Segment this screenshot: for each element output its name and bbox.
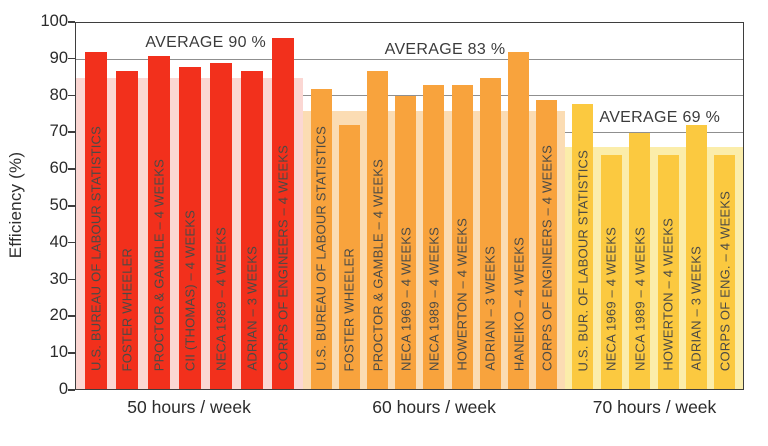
bar-label: U.S. BUREAU OF LABOUR STATISTICS — [88, 125, 104, 371]
bar-group: U.S. BUREAU OF LABOUR STATISTICS FOSTER W… — [76, 23, 304, 389]
y-tick-mark — [68, 168, 75, 170]
bar-label: NECA 1969 – 4 WEEKS — [603, 227, 619, 371]
y-tick-label: 20 — [49, 306, 68, 325]
y-tick-mark — [68, 205, 75, 207]
y-tick-mark — [68, 315, 75, 317]
bar: U.S. BUR. OF LABOUR STATISTICS — [572, 103, 594, 389]
bar-label: U.S. BUR. OF LABOUR STATISTICS — [575, 149, 591, 372]
y-tick-label: 80 — [49, 85, 68, 104]
bar-label: NECA 1969 – 4 WEEKS — [398, 227, 414, 371]
y-tick-mark — [68, 278, 75, 281]
average-annotation: AVERAGE 83 % — [384, 41, 506, 58]
bar-label: CORPS OF ENGINEERS – 4 WEEKS — [539, 145, 555, 371]
y-tick-label: 10 — [49, 343, 68, 362]
y-tick-mark — [68, 241, 75, 244]
bar-label: HOWERTON – 4 WEEKS — [454, 218, 470, 371]
bar: U.S. BUREAU OF LABOUR STATISTICS — [310, 88, 332, 389]
bar-label: U.S. BUREAU OF LABOUR STATISTICS — [313, 125, 329, 371]
group-axis-label: 50 hours / week — [127, 397, 251, 417]
y-tick-label: 100 — [40, 12, 68, 30]
bars-row: U.S. BUR. OF LABOUR STATISTICS NECA 1969 … — [565, 23, 743, 389]
bar: CII (THOMAS) – 4 WEEKS — [178, 66, 201, 389]
bar: NECA 1989 – 4 WEEKS — [209, 63, 232, 389]
bars-row: U.S. BUREAU OF LABOUR STATISTICS FOSTER W… — [76, 23, 303, 389]
bar: NECA 1969 – 4 WEEKS — [600, 154, 622, 389]
bar-label: HANEIKO – 4 WEEKS — [511, 236, 527, 371]
y-tick-label: 0 — [58, 380, 68, 398]
bar: CORPS OF ENGINEERS – 4 WEEKS — [272, 37, 295, 389]
y-tick-label: 30 — [49, 269, 68, 288]
bars-row: U.S. BUREAU OF LABOUR STATISTICS FOSTER W… — [303, 23, 564, 389]
bar: CORPS OF ENGINEERS – 4 WEEKS — [536, 99, 558, 389]
bar-label: NECA 1989 – 4 WEEKS — [632, 227, 648, 371]
bar: FOSTER WHEELER — [116, 70, 139, 389]
bar: NECA 1969 – 4 WEEKS — [395, 96, 417, 389]
bar-label: FOSTER WHEELER — [119, 247, 135, 371]
bar: ADRIAN – 3 WEEKS — [479, 77, 501, 389]
y-tick-mark — [68, 57, 75, 60]
bar: CORPS OF ENG. – 4 WEEKS — [714, 154, 736, 389]
bar-label: NECA 1989 – 4 WEEKS — [213, 227, 229, 371]
average-annotation: AVERAGE 69 % — [599, 109, 721, 126]
gridline — [76, 58, 743, 60]
average-annotation: AVERAGE 90 % — [145, 34, 267, 51]
y-tick-label: 40 — [49, 232, 68, 251]
bar-group: U.S. BUREAU OF LABOUR STATISTICS FOSTER W… — [303, 23, 565, 389]
y-tick-mark — [68, 21, 75, 23]
bar: U.S. BUREAU OF LABOUR STATISTICS — [85, 52, 108, 389]
bar-label: ADRIAN – 3 WEEKS — [482, 246, 498, 371]
bar-label: NECA 1989 – 4 WEEKS — [426, 227, 442, 371]
y-tick-label: 90 — [49, 48, 68, 67]
bar-group: U.S. BUR. OF LABOUR STATISTICS NECA 1969 … — [564, 23, 743, 389]
gridline — [76, 95, 743, 97]
bar: HOWERTON – 4 WEEKS — [451, 85, 473, 389]
bar: HOWERTON – 4 WEEKS — [657, 154, 679, 389]
bar: NECA 1989 – 4 WEEKS — [629, 132, 651, 389]
y-tick-mark — [68, 352, 75, 354]
bar-label: CII (THOMAS) – 4 WEEKS — [182, 209, 198, 371]
bar: NECA 1989 – 4 WEEKS — [423, 85, 445, 389]
bar: PROCTOR & GAMBLE – 4 WEEKS — [367, 70, 389, 389]
bar: ADRIAN – 3 WEEKS — [241, 70, 264, 389]
bar-label: ADRIAN – 3 WEEKS — [244, 246, 260, 371]
bar-label: CORPS OF ENG. – 4 WEEKS — [717, 190, 733, 371]
y-tick-mark — [68, 94, 75, 97]
bar-label: CORPS OF ENGINEERS – 4 WEEKS — [275, 145, 291, 371]
y-tick-label: 50 — [49, 196, 68, 214]
y-tick-label: 70 — [49, 122, 68, 141]
group-axis-label: 70 hours / week — [592, 397, 717, 417]
y-tick-mark — [68, 131, 75, 133]
y-axis-title: Efficiency (%) — [6, 151, 25, 259]
plot-area: U.S. BUREAU OF LABOUR STATISTICS FOSTER W… — [75, 22, 744, 390]
bar-label: PROCTOR & GAMBLE – 4 WEEKS — [370, 158, 386, 371]
bar-label: PROCTOR & GAMBLE – 4 WEEKS — [151, 158, 167, 371]
y-tick-label: 60 — [49, 159, 68, 178]
bar-label: FOSTER WHEELER — [341, 247, 357, 371]
bar-groups: U.S. BUREAU OF LABOUR STATISTICS FOSTER W… — [76, 23, 743, 389]
bar-label: HOWERTON – 4 WEEKS — [660, 218, 676, 371]
bar: PROCTOR & GAMBLE – 4 WEEKS — [147, 55, 170, 389]
bar: HANEIKO – 4 WEEKS — [508, 52, 530, 389]
group-band — [564, 147, 743, 389]
y-tick-mark — [68, 389, 75, 391]
bar-label: ADRIAN – 3 WEEKS — [688, 246, 704, 371]
bar: FOSTER WHEELER — [338, 125, 360, 389]
bar: ADRIAN – 3 WEEKS — [685, 125, 707, 389]
group-axis-label: 60 hours / week — [372, 397, 496, 417]
